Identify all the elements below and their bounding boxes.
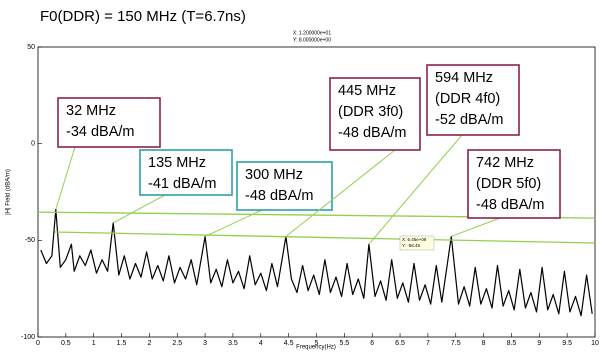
annotation-text: -48 dBA/m: [338, 125, 407, 141]
annotation-box: [426, 64, 520, 136]
annotation-box: [236, 161, 333, 211]
x-tick-label: 2: [147, 340, 151, 347]
annotation-text: -48 dBA/m: [476, 197, 545, 213]
x-tick-label: 10: [591, 340, 599, 347]
annotation-text: 742 MHz: [476, 155, 534, 171]
datatip-box: [399, 235, 435, 251]
annotation-arrow: [451, 217, 501, 237]
x-tick-label: 1.5: [117, 340, 127, 347]
y-tick-label: -100: [21, 334, 35, 341]
annotation-text: (DDR 4f0): [435, 91, 500, 107]
x-tick-label: 0: [36, 340, 40, 347]
x-tick-label: 3.5: [228, 340, 238, 347]
y-tick-label: -50: [25, 237, 35, 244]
annotation-box: [139, 149, 233, 196]
annotation-text: -52 dBA/m: [435, 112, 504, 128]
annotation-arrow: [112, 194, 166, 224]
annotation-text: (DDR 5f0): [476, 176, 541, 192]
spectrum-line: [40, 208, 593, 317]
x-tick-label: 8: [482, 340, 486, 347]
cursor-y: Y: 8.000000e+00: [293, 37, 331, 43]
x-tick-label: 9: [537, 340, 541, 347]
y-tick-label: 0: [31, 141, 35, 148]
x-tick-label: 5.5: [339, 340, 349, 347]
annotation-text: -34 dBA/m: [66, 124, 135, 140]
x-tick-label: 4: [259, 340, 263, 347]
cursor-x: X: 1.200000e+01: [293, 30, 331, 36]
y-tick-label: 50: [27, 44, 35, 51]
x-tick-label: 6.5: [395, 340, 405, 347]
annotation-text: 300 MHz: [245, 167, 303, 183]
x-tick-label: 7: [426, 340, 430, 347]
annotation-arrow: [285, 149, 396, 237]
x-tick-label: 8.5: [507, 340, 517, 347]
datatip-text: X: 6.45e+08: [402, 237, 427, 242]
annotation-text: -41 dBA/m: [148, 176, 217, 192]
x-tick-label: 6: [370, 340, 374, 347]
annotation-arrow: [204, 209, 263, 237]
annotation-box: [467, 149, 561, 219]
chart-title: F0(DDR) = 150 MHz (T=6.7ns): [40, 8, 246, 25]
annotation-text: 594 MHz: [435, 70, 493, 86]
datatip-text: Y: -58.45: [402, 243, 421, 248]
x-tick-label: 3: [203, 340, 207, 347]
annotation-text: 445 MHz: [338, 83, 396, 99]
x-tick-label: 2.5: [172, 340, 182, 347]
annotation-box: [57, 97, 161, 148]
annotation-text: 32 MHz: [66, 103, 116, 119]
x-tick-label: 0.5: [61, 340, 71, 347]
x-tick-label: 5: [315, 340, 319, 347]
annotation-text: (DDR 3f0): [338, 104, 403, 120]
annotation-text: -48 dBA/m: [245, 188, 314, 204]
x-tick-label: 9.5: [562, 340, 572, 347]
annotation-arrow: [368, 134, 463, 245]
x-tick-label: 4.5: [284, 340, 294, 347]
x-tick-label: 1: [92, 340, 96, 347]
reference-line: [54, 231, 596, 244]
x-tick-label: 7.5: [451, 340, 461, 347]
y-axis-label: |H| Field (dBA/m): [6, 169, 12, 215]
annotation-text: 135 MHz: [148, 155, 206, 171]
annotation-box: [329, 77, 421, 151]
x-axis-label: Frequency(Hz): [296, 345, 336, 351]
annotation-arrow: [55, 146, 76, 210]
